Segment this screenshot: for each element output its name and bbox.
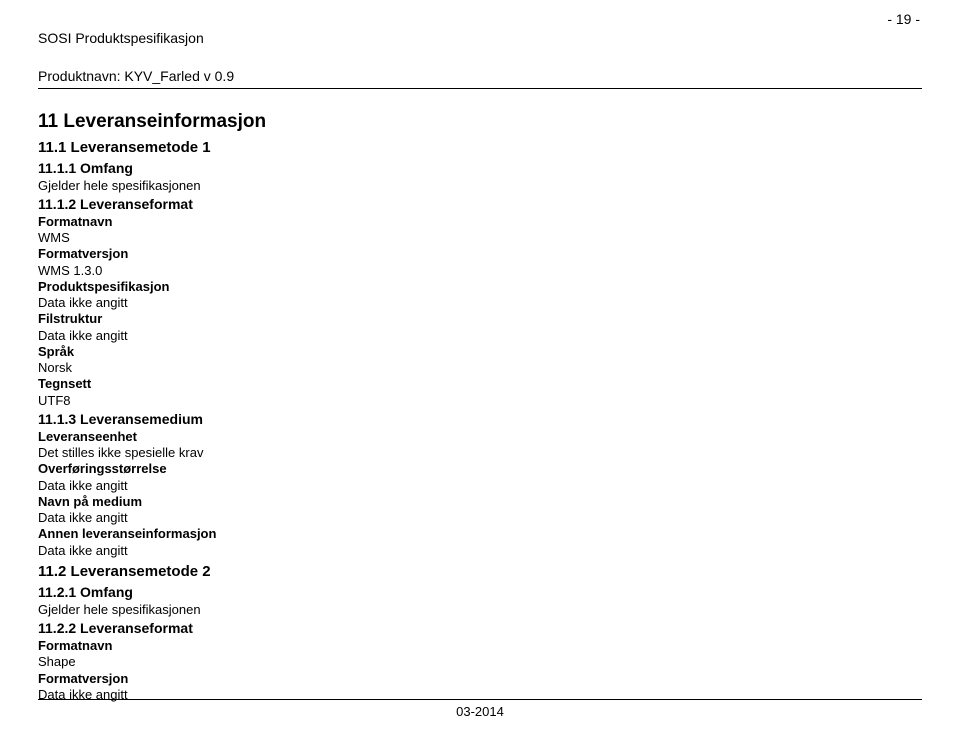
leveranseenhet-value: Det stilles ikke spesielle krav [38, 445, 922, 461]
heading-11-1: 11.1 Leveransemetode 1 [38, 139, 922, 156]
leveranseenhet-label: Leveranseenhet [38, 429, 922, 445]
heading-11-1-2: 11.1.2 Leveranseformat [38, 196, 922, 212]
sprak-label: Språk [38, 344, 922, 360]
navn-medium-label: Navn på medium [38, 494, 922, 510]
formatnavn-label: Formatnavn [38, 214, 922, 230]
text-11-2-1: Gjelder hele spesifikasjonen [38, 602, 922, 618]
overforing-label: Overføringsstørrelse [38, 461, 922, 477]
page-footer: 03-2014 [38, 699, 922, 719]
text-11-1-1: Gjelder hele spesifikasjonen [38, 178, 922, 194]
filstruktur-value: Data ikke angitt [38, 328, 922, 344]
tegnsett-value: UTF8 [38, 393, 922, 409]
heading-11-1-3: 11.1.3 Leveransemedium [38, 411, 922, 427]
page-header: SOSI Produktspesifikasjon Produktnavn: K… [38, 10, 922, 86]
sprak-value: Norsk [38, 360, 922, 376]
produktspesifikasjon-value: Data ikke angitt [38, 295, 922, 311]
formatversjon-value: WMS 1.3.0 [38, 263, 922, 279]
annen-info-value: Data ikke angitt [38, 543, 922, 559]
heading-11: 11 Leveranseinformasjon [38, 111, 922, 133]
produktspesifikasjon-label: Produktspesifikasjon [38, 279, 922, 295]
heading-11-1-1: 11.1.1 Omfang [38, 160, 922, 176]
formatversjon-label: Formatversjon [38, 246, 922, 262]
formatversjon2-label: Formatversjon [38, 671, 922, 687]
footer-date: 03-2014 [38, 704, 922, 719]
header-left: SOSI Produktspesifikasjon Produktnavn: K… [38, 10, 234, 86]
header-divider [38, 88, 922, 89]
annen-info-label: Annen leveranseinformasjon [38, 526, 922, 542]
overforing-value: Data ikke angitt [38, 478, 922, 494]
page-number: - 19 - [887, 10, 922, 86]
heading-11-2-1: 11.2.1 Omfang [38, 584, 922, 600]
page: SOSI Produktspesifikasjon Produktnavn: K… [0, 0, 960, 729]
heading-11-2: 11.2 Leveransemetode 2 [38, 563, 922, 580]
formatnavn2-value: Shape [38, 654, 922, 670]
header-line2: Produktnavn: KYV_Farled v 0.9 [38, 68, 234, 84]
header-line1: SOSI Produktspesifikasjon [38, 30, 204, 46]
formatnavn-value: WMS [38, 230, 922, 246]
navn-medium-value: Data ikke angitt [38, 510, 922, 526]
tegnsett-label: Tegnsett [38, 376, 922, 392]
formatnavn2-label: Formatnavn [38, 638, 922, 654]
footer-divider [38, 699, 922, 700]
filstruktur-label: Filstruktur [38, 311, 922, 327]
heading-11-2-2: 11.2.2 Leveranseformat [38, 620, 922, 636]
